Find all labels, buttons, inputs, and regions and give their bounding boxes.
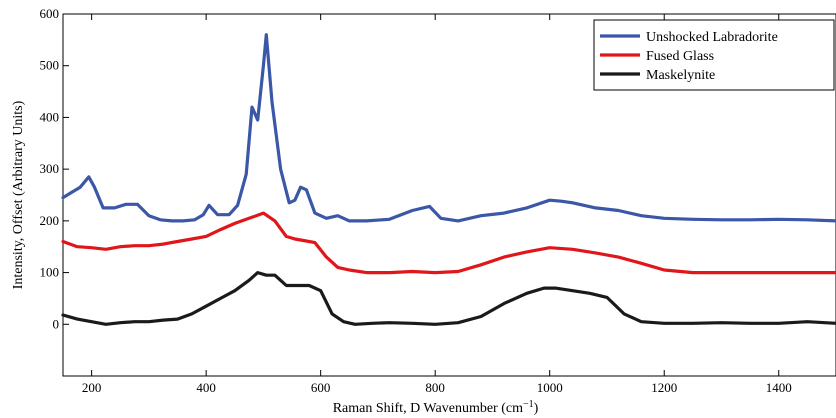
legend-label-0: Unshocked Labradorite <box>646 30 778 45</box>
y-tick-label: 300 <box>40 161 60 176</box>
y-tick-label: 0 <box>53 316 60 331</box>
series-line-0 <box>61 33 836 223</box>
legend-label-1: Fused Glass <box>646 49 714 64</box>
plot-frame <box>62 13 836 377</box>
x-tick-label: 1200 <box>651 380 677 395</box>
y-tick-label: 200 <box>40 213 60 228</box>
x-tick-label: 400 <box>196 380 216 395</box>
y-tick-label: 100 <box>40 265 60 280</box>
x-tick-label: 200 <box>82 380 102 395</box>
y-tick-label: 500 <box>40 58 60 73</box>
x-axis-title: Raman Shift, D Wavenumber (cm−1) <box>333 399 539 416</box>
series-layer <box>61 33 836 326</box>
y-axis-title: Intensity, Offset (Arbitrary Units) <box>11 100 26 289</box>
y-tick-label: 600 <box>40 6 60 21</box>
x-tick-label: 1000 <box>537 380 563 395</box>
x-tick-label: 1400 <box>766 380 792 395</box>
x-tick-label: 800 <box>425 380 445 395</box>
series-line-2 <box>61 271 836 326</box>
y-tick-label: 400 <box>40 109 60 124</box>
series-line-1 <box>61 211 836 275</box>
x-tick-label: 600 <box>311 380 331 395</box>
axes-layer: 200 400 600 800 1000 1200 1400 0 100 200 300 400 500… <box>11 6 836 416</box>
legend: Unshocked Labradorite Fused Glass Maskelyn… <box>593 19 835 91</box>
legend-label-2: Maskelynite <box>646 68 715 83</box>
